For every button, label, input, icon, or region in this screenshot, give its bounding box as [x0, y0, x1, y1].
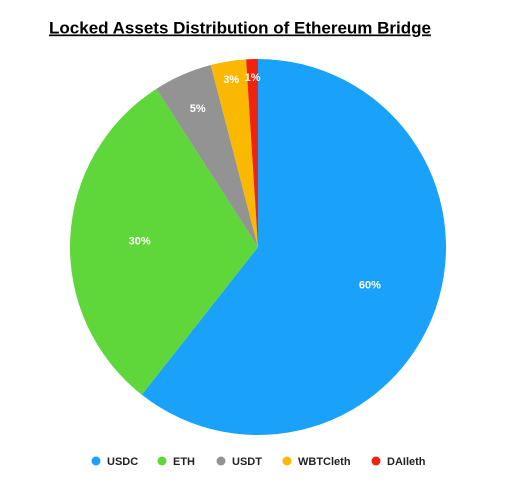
legend-label: WBTCleth [298, 456, 351, 468]
legend-marker [157, 456, 167, 466]
legend-label: ETH [173, 456, 195, 468]
value-label: 3% [223, 74, 239, 86]
value-label: 1% [245, 72, 261, 84]
legend-label: USDT [232, 456, 262, 468]
value-label: 30% [129, 235, 151, 247]
pie-slice [156, 65, 258, 248]
legend-marker [216, 456, 226, 466]
legend-label: USDC [107, 456, 138, 468]
legend-marker [282, 456, 292, 466]
pie-slice [210, 59, 258, 247]
chart-title: Locked Assets Distribution of Ethereum B… [49, 18, 431, 37]
value-label: 5% [190, 103, 206, 115]
value-label: 60% [359, 280, 381, 292]
legend-label: DAIleth [387, 456, 426, 468]
legend-marker [371, 456, 381, 466]
legend-marker [91, 456, 101, 466]
pie-slice [69, 88, 258, 395]
pie-slice [246, 59, 258, 247]
pie-slice [141, 59, 446, 435]
